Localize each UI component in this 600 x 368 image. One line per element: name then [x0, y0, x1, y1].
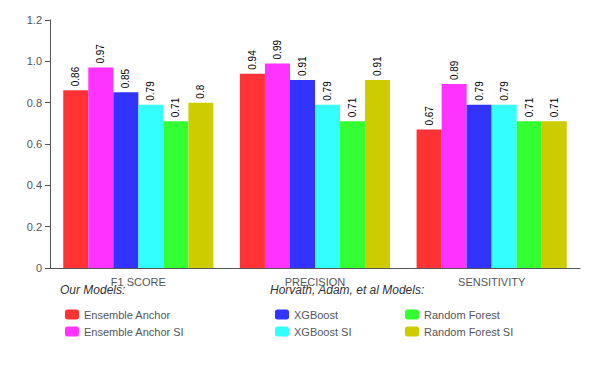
svg-text:Ensemble Anchor SI: Ensemble Anchor SI — [84, 326, 184, 338]
svg-text:SENSITIVITY: SENSITIVITY — [458, 276, 526, 288]
svg-text:0.8: 0.8 — [27, 97, 42, 109]
svg-text:0.71: 0.71 — [170, 97, 181, 117]
svg-text:0.67: 0.67 — [424, 106, 435, 126]
svg-text:0.71: 0.71 — [549, 97, 560, 117]
svg-text:Ensemble Anchor: Ensemble Anchor — [84, 309, 171, 321]
svg-text:0.6: 0.6 — [27, 138, 42, 150]
svg-text:0.99: 0.99 — [272, 39, 283, 59]
svg-text:XGBoost: XGBoost — [294, 309, 338, 321]
svg-text:0.8: 0.8 — [195, 84, 206, 98]
svg-text:1.0: 1.0 — [27, 55, 42, 67]
svg-text:0.79: 0.79 — [145, 81, 156, 101]
svg-text:Random Forest: Random Forest — [424, 309, 500, 321]
svg-text:0: 0 — [36, 262, 42, 274]
svg-text:PRECISION: PRECISION — [285, 276, 346, 288]
svg-text:0.89: 0.89 — [449, 60, 460, 80]
svg-text:F1 SCORE: F1 SCORE — [111, 276, 166, 288]
svg-text:0.79: 0.79 — [474, 81, 485, 101]
svg-text:XGBoost SI: XGBoost SI — [294, 326, 351, 338]
svg-text:Our Models:: Our Models: — [60, 283, 126, 297]
svg-text:0.71: 0.71 — [347, 97, 358, 117]
svg-text:0.97: 0.97 — [95, 44, 106, 64]
svg-text:0.94: 0.94 — [247, 50, 258, 70]
svg-text:0.79: 0.79 — [322, 81, 333, 101]
svg-text:0.85: 0.85 — [120, 68, 131, 88]
svg-text:0.4: 0.4 — [27, 179, 42, 191]
svg-text:0.79: 0.79 — [499, 81, 510, 101]
svg-text:0.86: 0.86 — [70, 66, 81, 86]
svg-text:Horvath, Adam, et al Models:: Horvath, Adam, et al Models: — [270, 283, 425, 297]
svg-text:Random Forest SI: Random Forest SI — [424, 326, 513, 338]
svg-text:1.2: 1.2 — [27, 14, 42, 26]
svg-text:0.2: 0.2 — [27, 221, 42, 233]
svg-text:0.91: 0.91 — [372, 56, 383, 76]
svg-text:0.71: 0.71 — [524, 97, 535, 117]
svg-text:0.91: 0.91 — [297, 56, 308, 76]
